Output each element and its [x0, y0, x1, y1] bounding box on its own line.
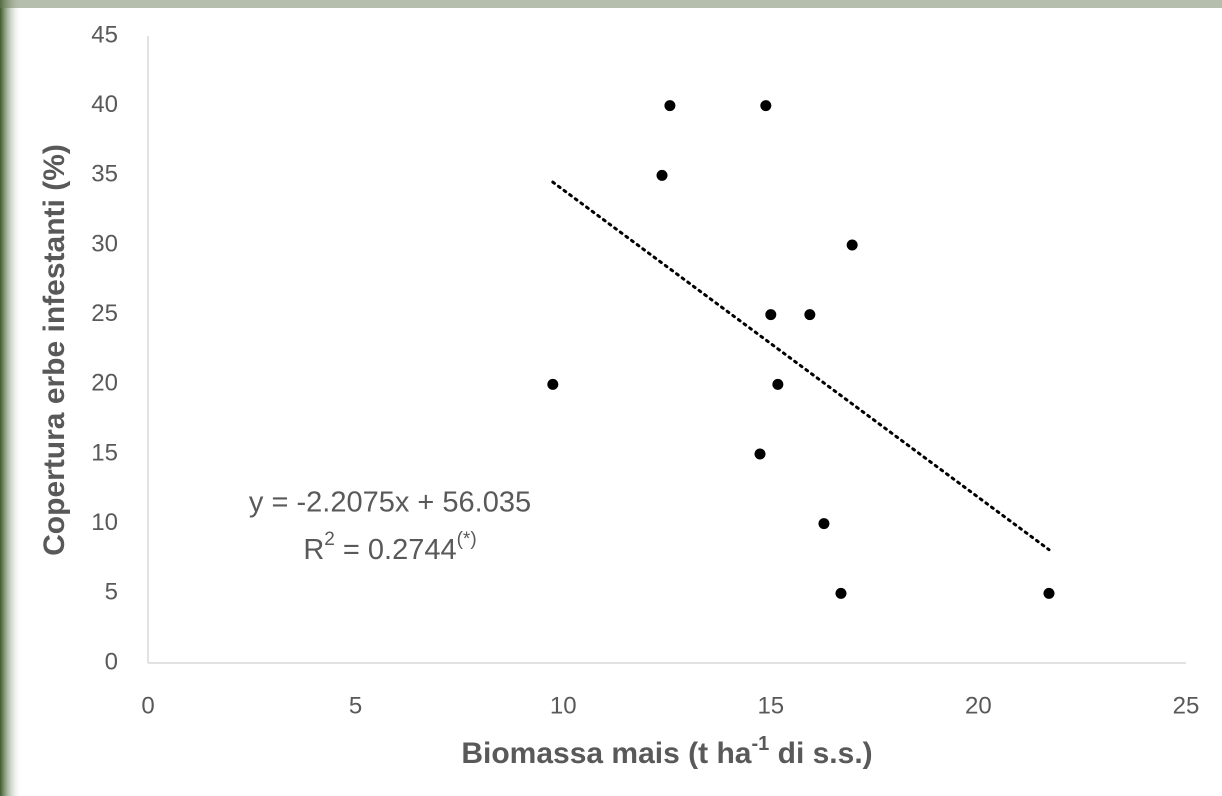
x-axis-title-sup: -1 — [751, 733, 769, 755]
y-tick-label: 40 — [91, 91, 118, 118]
data-point — [1043, 587, 1055, 599]
y-tick-label: 15 — [91, 439, 118, 466]
y-tick-label: 5 — [105, 579, 118, 606]
background-photo — [0, 0, 22, 796]
trendline-r2: R2 = 0.2744(*) — [303, 529, 476, 566]
y-tick-label: 30 — [91, 230, 118, 257]
trendline-equation: y = -2.2075x + 56.035 — [249, 487, 531, 519]
y-tick-label: 25 — [91, 300, 118, 327]
x-tick-label: 20 — [965, 692, 992, 719]
data-point — [846, 239, 858, 251]
background-photo — [0, 0, 1222, 8]
y-tick-label: 35 — [91, 161, 118, 188]
r2-part: R — [303, 534, 324, 566]
x-tick-label: 25 — [1173, 692, 1200, 719]
y-axis-title: Copertura erbe infestanti (%) — [38, 144, 71, 556]
data-point — [664, 100, 676, 112]
x-tick-label: 15 — [757, 692, 784, 719]
data-point — [765, 309, 777, 321]
data-point — [818, 518, 830, 530]
x-tick-label: 0 — [141, 692, 154, 719]
data-point — [804, 309, 816, 321]
y-tick-label: 20 — [91, 370, 118, 397]
data-point — [835, 587, 847, 599]
y-tick-label: 45 — [91, 21, 118, 48]
x-axis-title: Biomassa mais (t ha-1 di s.s.) — [461, 733, 872, 770]
data-point — [772, 378, 784, 390]
data-point — [547, 378, 559, 390]
data-point — [754, 448, 766, 460]
r2-sup: (*) — [457, 529, 477, 550]
y-tick-label: 10 — [91, 509, 118, 536]
trendline — [551, 180, 1051, 552]
data-point — [760, 100, 772, 112]
x-axis-title-part: Biomassa mais (t ha — [461, 737, 751, 770]
x-tick-label: 10 — [550, 692, 577, 719]
data-point — [656, 169, 668, 181]
r2-sup: 2 — [324, 529, 335, 550]
x-axis-title-part: di s.s.) — [769, 737, 872, 770]
x-tick-label: 5 — [349, 692, 362, 719]
r2-part: = 0.2744 — [335, 534, 457, 566]
y-tick-label: 0 — [105, 648, 118, 675]
